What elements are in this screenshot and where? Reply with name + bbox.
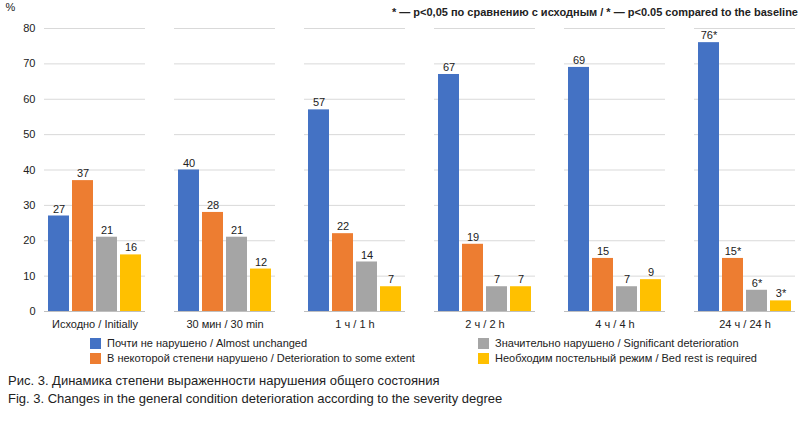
- svg-text:67: 67: [443, 61, 455, 73]
- svg-text:7: 7: [624, 273, 630, 285]
- svg-text:40: 40: [183, 157, 195, 169]
- svg-text:24 ч / 24 h: 24 ч / 24 h: [719, 318, 771, 330]
- html-text:Значительно нарушено / Signifi: Значительно нарушено / Significant deter…: [495, 337, 739, 349]
- svg-text:12: 12: [255, 256, 267, 268]
- svg-text:27: 27: [53, 203, 65, 215]
- svg-text:1 ч / 1 h: 1 ч / 1 h: [335, 318, 374, 330]
- svg-text:50: 50: [23, 128, 35, 140]
- svg-text:21: 21: [231, 224, 243, 236]
- svg-text:10: 10: [23, 270, 35, 282]
- svg-text:30 мин / 30 min: 30 мин / 30 min: [186, 318, 263, 330]
- svg-text:6*: 6*: [752, 277, 763, 289]
- svg-text:28: 28: [207, 199, 219, 211]
- svg-text:15*: 15*: [725, 245, 742, 257]
- svg-text:7: 7: [388, 273, 394, 285]
- svg-text:14: 14: [361, 248, 373, 260]
- svg-text:70: 70: [23, 57, 35, 69]
- svg-text:69: 69: [573, 54, 585, 66]
- svg-text:22: 22: [337, 220, 349, 232]
- svg-text:21: 21: [101, 224, 113, 236]
- svg-text:40: 40: [23, 164, 35, 176]
- svg-text:80: 80: [23, 22, 35, 34]
- svg-text:76*: 76*: [701, 29, 718, 41]
- svg-text:57: 57: [313, 96, 325, 108]
- html-text:* — p<0,05 по сравнению с исхо: * — p<0,05 по сравнению с исходным / * —…: [391, 6, 798, 18]
- html-text:В некоторой степени нарушено /: В некоторой степени нарушено / Deteriora…: [107, 352, 415, 364]
- svg-text:37: 37: [77, 167, 89, 179]
- svg-text:60: 60: [23, 93, 35, 105]
- html-text:Необходим постельный режим / B: Необходим постельный режим / Bed rest is…: [495, 352, 757, 364]
- svg-text:9: 9: [648, 266, 654, 278]
- svg-text:7: 7: [518, 273, 524, 285]
- svg-text:3*: 3*: [776, 287, 787, 299]
- svg-text:30: 30: [23, 199, 35, 211]
- svg-text:7: 7: [494, 273, 500, 285]
- html-text:Рис. 3. Динамика степени выраж: Рис. 3. Динамика степени выраженности на…: [8, 373, 440, 388]
- svg-text:0: 0: [29, 305, 35, 317]
- svg-text:19: 19: [467, 231, 479, 243]
- html-text:Почти не нарушено / Almost unc: Почти не нарушено / Almost unchanged: [107, 337, 308, 349]
- svg-text:15: 15: [597, 245, 609, 257]
- svg-text:Исходно / Initially: Исходно / Initially: [52, 318, 139, 330]
- svg-text:16: 16: [125, 241, 137, 253]
- svg-text:2 ч / 2 h: 2 ч / 2 h: [465, 318, 504, 330]
- svg-text:%: %: [6, 1, 16, 13]
- html-text:Fig. 3. Changes in the general: Fig. 3. Changes in the general condition…: [8, 390, 503, 406]
- svg-text:4 ч / 4 h: 4 ч / 4 h: [595, 318, 634, 330]
- svg-text:20: 20: [23, 234, 35, 246]
